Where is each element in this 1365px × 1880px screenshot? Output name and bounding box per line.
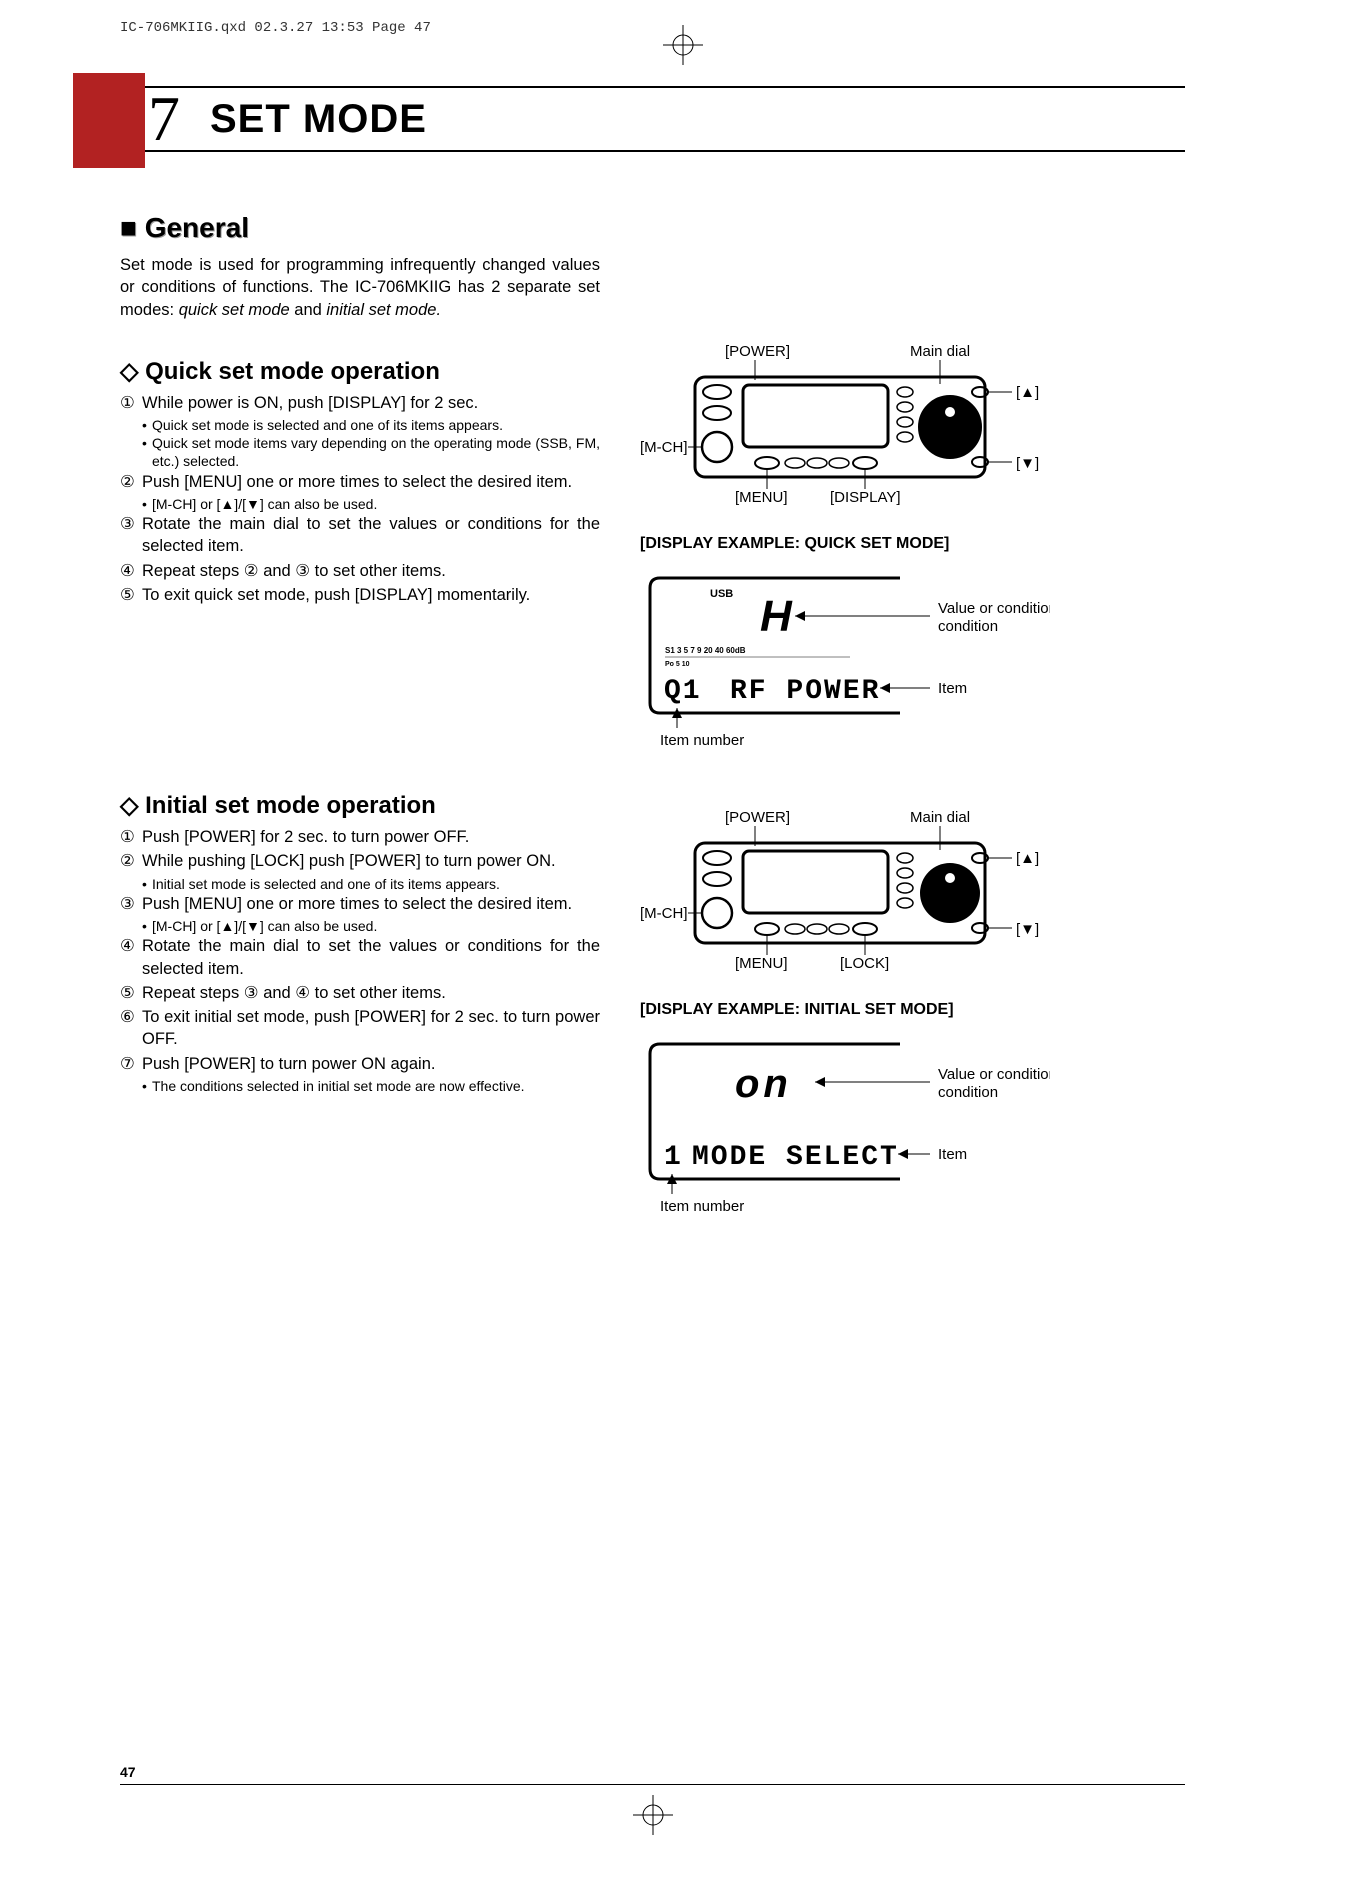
callout-down: [▼] bbox=[1016, 455, 1039, 472]
step: ②While pushing [LOCK] push [POWER] to tu… bbox=[120, 850, 600, 872]
sub-bullet: •The conditions selected in initial set … bbox=[142, 1077, 600, 1095]
heading-general: ■ General bbox=[120, 212, 600, 244]
svg-text:RF POWER: RF POWER bbox=[730, 676, 880, 707]
display-example-quick-title: [DISPLAY EXAMPLE: QUICK SET MODE] bbox=[640, 535, 1185, 553]
svg-text:H: H bbox=[760, 592, 793, 641]
page-number: 47 bbox=[120, 1764, 1185, 1785]
heading-initial-set: ◇ Initial set mode operation bbox=[120, 791, 600, 820]
step: ③Rotate the main dial to set the values … bbox=[120, 513, 600, 558]
quick-steps-list: ①While power is ON, push [DISPLAY] for 2… bbox=[120, 392, 600, 606]
svg-text:Main dial: Main dial bbox=[910, 809, 970, 826]
svg-text:[▲]: [▲] bbox=[1016, 850, 1039, 867]
callout-menu: [MENU] bbox=[735, 489, 788, 506]
svg-text:[LOCK]: [LOCK] bbox=[840, 955, 889, 972]
step: ④Repeat steps ② and ③ to set other items… bbox=[120, 560, 600, 582]
chapter-title: SET MODE bbox=[210, 97, 427, 142]
display-example-initial: on 1 MODE SELECT Value or condition cond… bbox=[640, 1029, 1050, 1239]
svg-text:Value or condition: Value or condition bbox=[938, 600, 1050, 617]
initial-steps-list: ①Push [POWER] for 2 sec. to turn power O… bbox=[120, 826, 600, 1095]
sub-bullet: •Quick set mode is selected and one of i… bbox=[142, 416, 600, 434]
svg-text:Item number: Item number bbox=[660, 732, 744, 749]
svg-text:Q1: Q1 bbox=[664, 676, 702, 707]
chapter-header: 7 SET MODE bbox=[120, 86, 1185, 152]
svg-text:on: on bbox=[735, 1062, 792, 1106]
crop-mark-bottom bbox=[120, 1795, 1185, 1840]
chapter-color-block bbox=[73, 73, 145, 168]
step: ⑤To exit quick set mode, push [DISPLAY] … bbox=[120, 584, 600, 606]
general-paragraph: Set mode is used for programming infrequ… bbox=[120, 254, 600, 321]
svg-text:Value or condition: Value or condition bbox=[938, 1066, 1050, 1083]
callout-display: [DISPLAY] bbox=[830, 489, 901, 506]
svg-text:condition: condition bbox=[938, 618, 998, 635]
radio-diagram-initial: [POWER] Main dial bbox=[640, 808, 1185, 983]
svg-text:USB: USB bbox=[710, 588, 733, 600]
display-example-quick: USB H S1 3 5 7 9 20 40 60dB Po 5 10 Q1 R… bbox=[640, 563, 1050, 773]
step: ⑦Push [POWER] to turn power ON again. bbox=[120, 1053, 600, 1075]
sub-bullet: •[M-CH] or [▲]/[▼] can also be used. bbox=[142, 917, 600, 935]
crop-mark-top bbox=[663, 25, 703, 70]
radio-diagram-quick: [POWER] Main dial bbox=[640, 342, 1185, 517]
svg-text:Item number: Item number bbox=[660, 1198, 744, 1215]
callout-mch: [M-CH] bbox=[640, 439, 688, 456]
step: ⑤Repeat steps ③ and ④ to set other items… bbox=[120, 982, 600, 1004]
callout-power: [POWER] bbox=[725, 343, 790, 360]
svg-text:Item: Item bbox=[938, 1146, 967, 1163]
step: ③Push [MENU] one or more times to select… bbox=[120, 893, 600, 915]
step: ②Push [MENU] one or more times to select… bbox=[120, 471, 600, 493]
step: ⑥To exit initial set mode, push [POWER] … bbox=[120, 1006, 600, 1051]
sub-bullet: •Initial set mode is selected and one of… bbox=[142, 875, 600, 893]
svg-text:[MENU]: [MENU] bbox=[735, 955, 788, 972]
svg-text:condition: condition bbox=[938, 1084, 998, 1101]
svg-text:[POWER]: [POWER] bbox=[725, 809, 790, 826]
svg-text:[M-CH]: [M-CH] bbox=[640, 905, 688, 922]
svg-text:MODE SELECT: MODE SELECT bbox=[692, 1142, 899, 1173]
chapter-number: 7 bbox=[148, 100, 180, 138]
callout-up: [▲] bbox=[1016, 384, 1039, 401]
svg-text:1: 1 bbox=[664, 1142, 683, 1173]
callout-maindial: Main dial bbox=[910, 343, 970, 360]
svg-text:Item: Item bbox=[938, 680, 967, 697]
svg-text:Po 5: Po 5 10 bbox=[665, 661, 690, 668]
print-header: IC-706MKIIG.qxd 02.3.27 13:53 Page 47 bbox=[120, 20, 1185, 36]
sub-bullet: •Quick set mode items vary depending on … bbox=[142, 434, 600, 470]
sub-bullet: •[M-CH] or [▲]/[▼] can also be used. bbox=[142, 495, 600, 513]
svg-text:[▼]: [▼] bbox=[1016, 921, 1039, 938]
svg-text:S1 3 5 7 9 20: S1 3 5 7 9 20 40 60dB bbox=[665, 646, 746, 655]
display-example-initial-title: [DISPLAY EXAMPLE: INITIAL SET MODE] bbox=[640, 1001, 1185, 1019]
step: ①While power is ON, push [DISPLAY] for 2… bbox=[120, 392, 600, 414]
step: ①Push [POWER] for 2 sec. to turn power O… bbox=[120, 826, 600, 848]
step: ④Rotate the main dial to set the values … bbox=[120, 935, 600, 980]
heading-quick-set: ◇ Quick set mode operation bbox=[120, 357, 600, 386]
